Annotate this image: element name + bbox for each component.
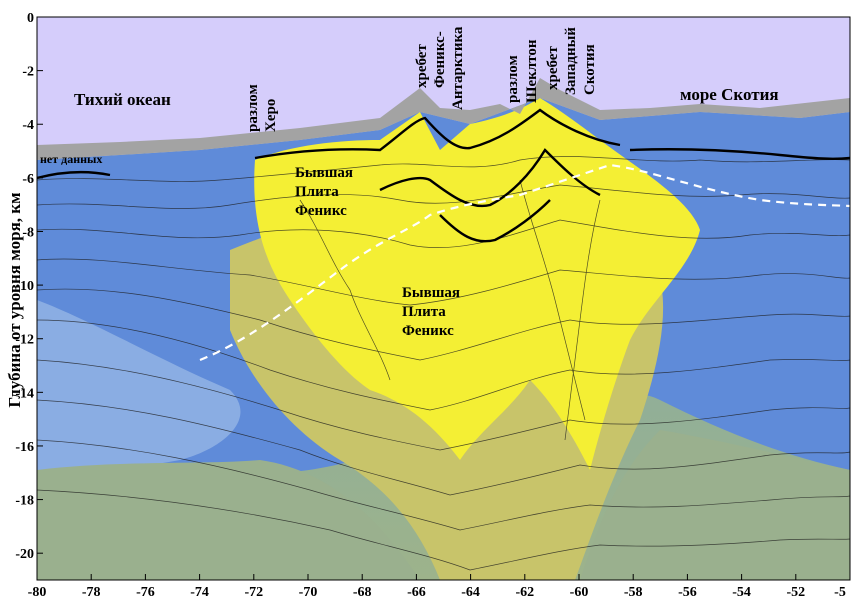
label-ridge-scotia-3: Скотия <box>582 44 598 95</box>
x-tick-label: -60 <box>570 585 589 600</box>
x-tick-label: -56 <box>678 585 697 600</box>
x-tick-label: -76 <box>136 585 155 600</box>
x-tick-label: -68 <box>353 585 372 600</box>
label-former-plate-b-1: Бывшая <box>402 285 460 301</box>
label-former-plate-b-2: Плита <box>402 304 446 320</box>
y-tick-label: -16 <box>15 440 34 455</box>
label-ridge-scotia-2: Западный <box>563 27 579 95</box>
label-former-plate-b-3: Феникс <box>402 323 454 339</box>
x-tick-label: -5 <box>834 585 846 600</box>
x-tick-label: -72 <box>244 585 263 600</box>
label-ridge-phoenix-3: Антарктика <box>450 26 466 110</box>
y-tick-label: -20 <box>15 547 34 562</box>
x-tick-label: -66 <box>407 585 426 600</box>
label-fault-shackleton-1: разлом <box>505 55 521 103</box>
label-scotia-sea: море Скотия <box>680 85 779 104</box>
y-axis-label: Глубина от уровня моря, км <box>5 192 24 408</box>
label-pacific: Тихий океан <box>74 90 171 109</box>
x-tick-label: -52 <box>786 585 805 600</box>
x-tick-label: -80 <box>28 585 47 600</box>
x-tick-label: -74 <box>190 585 209 600</box>
y-tick-label: -4 <box>22 118 34 133</box>
y-tick-label: -18 <box>15 494 34 509</box>
y-tick-label: -6 <box>22 172 34 187</box>
label-no-data: нет данных <box>40 152 102 166</box>
y-tick-label: 0 <box>27 11 34 26</box>
label-ridge-phoenix-1: хребет <box>414 44 430 88</box>
x-tick-label: -64 <box>461 585 480 600</box>
label-former-plate-a-1: Бывшая <box>295 165 353 181</box>
y-tick-label: -8 <box>22 225 34 240</box>
x-tick-label: -58 <box>624 585 643 600</box>
label-former-plate-a-2: Плита <box>295 184 339 200</box>
x-tick-label: -70 <box>299 585 318 600</box>
y-tick-label: -2 <box>22 65 34 80</box>
label-fault-hero-2: Херо <box>263 99 279 132</box>
label-fault-hero-1: разлом <box>245 84 261 132</box>
label-ridge-scotia-1: хребет <box>545 46 561 90</box>
x-tick-label: -78 <box>82 585 101 600</box>
label-ridge-phoenix-2: Феникс- <box>432 31 448 88</box>
x-tick-label: -54 <box>732 585 751 600</box>
label-fault-shackleton-2: Шеклтон <box>524 39 540 103</box>
x-tick-label: -62 <box>515 585 534 600</box>
label-former-plate-a-3: Феникс <box>295 203 347 219</box>
